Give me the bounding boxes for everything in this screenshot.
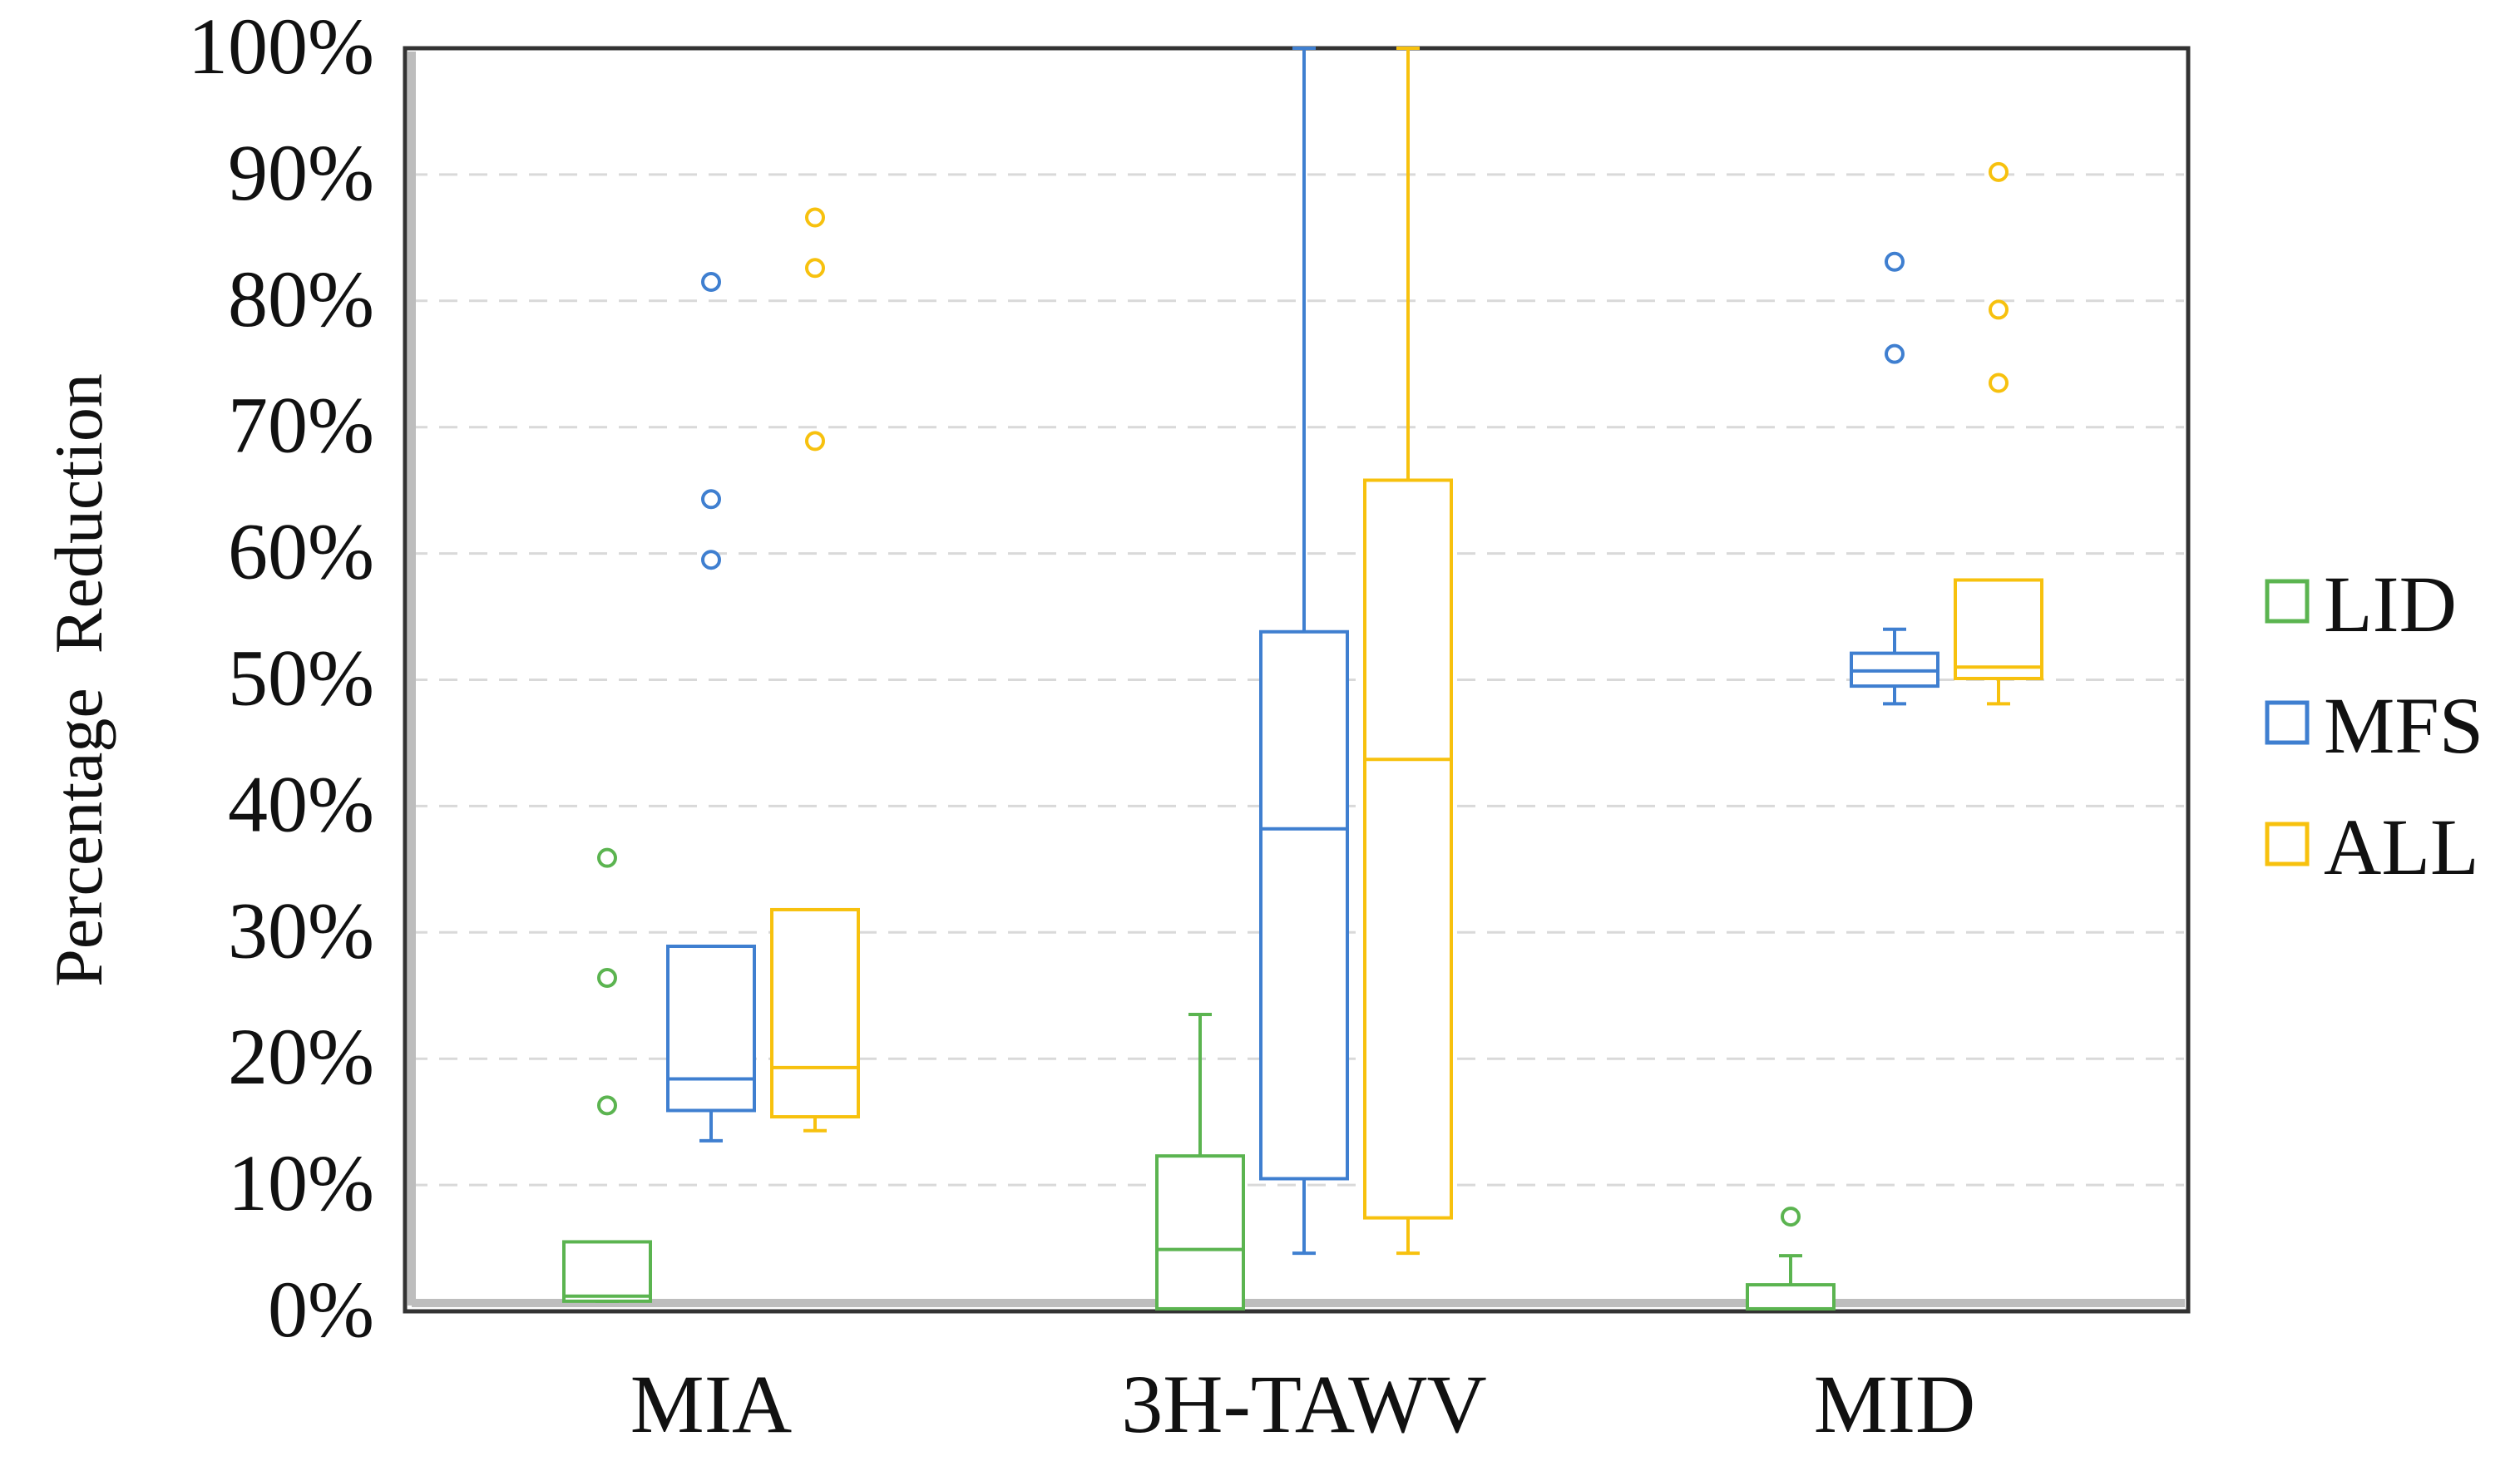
outlier-point [805, 207, 825, 228]
y-axis-ticks: 0% 10% 20% 30% 40% 50% 60% 70% 80% 90% 100% [188, 2, 374, 1354]
outlier-point [597, 847, 617, 868]
y-tick-label: 100% [188, 2, 374, 91]
outlier-point [1781, 1207, 1801, 1227]
box-lid-3h-tawv [1155, 1013, 1245, 1310]
box-iqr [666, 945, 756, 1113]
box-all-3h-tawv [1363, 47, 1453, 1256]
x-axis-ticks: MIA 3H-TAWV MID [630, 1358, 1975, 1450]
y-tick-label: 80% [228, 254, 374, 343]
legend-swatch-all [2265, 822, 2310, 866]
y-tick-label: 10% [228, 1138, 374, 1227]
box-iqr [1746, 1283, 1836, 1310]
box-mfs-mid [1850, 251, 1939, 706]
box-all-mid [1954, 161, 2043, 706]
boxes [562, 47, 2043, 1310]
box-iqr [1363, 478, 1453, 1220]
x-tick-label: 3H-TAWV [1121, 1358, 1486, 1450]
box-iqr [1954, 578, 2043, 680]
legend-swatch-lid [2265, 579, 2310, 624]
legend-swatch-mfs [2265, 700, 2310, 745]
outlier-point [701, 489, 721, 510]
y-tick-label: 70% [228, 381, 374, 470]
y-tick-label: 40% [228, 759, 374, 848]
x-tick-label: MIA [630, 1358, 792, 1450]
box-lid-mid [1746, 1207, 1836, 1310]
y-tick-label: 60% [228, 507, 374, 596]
legend-label-mfs: MFS [2324, 681, 2483, 770]
outlier-point [1989, 373, 2009, 393]
box-iqr [1155, 1154, 1245, 1310]
outlier-point [1989, 299, 2009, 320]
outlier-point [1885, 251, 1905, 272]
y-tick-label: 30% [228, 886, 374, 975]
box-iqr [1259, 629, 1349, 1181]
outlier-point [701, 550, 721, 570]
box-iqr [562, 1240, 652, 1303]
y-tick-label: 90% [228, 128, 374, 217]
x-tick-label: MID [1814, 1358, 1975, 1450]
outlier-point [597, 1095, 617, 1116]
box-mfs-mia [666, 272, 756, 1143]
y-tick-label: 0% [268, 1265, 374, 1354]
y-tick-label: 50% [228, 634, 374, 723]
y-tick-label: 20% [228, 1012, 374, 1101]
legend: LID MFS ALL [2265, 560, 2483, 891]
outlier-point [597, 967, 617, 988]
outlier-point [701, 272, 721, 293]
outlier-point [1885, 343, 1905, 364]
legend-label-all: ALL [2324, 802, 2479, 891]
y-axis-label: Percentage Reduction [41, 373, 116, 987]
box-iqr [770, 907, 860, 1119]
outlier-point [1989, 161, 2009, 182]
box-lid-mia [562, 847, 652, 1303]
legend-label-lid: LID [2324, 560, 2457, 649]
outlier-point [805, 258, 825, 279]
box-all-mia [770, 207, 860, 1133]
box-mfs-3h-tawv [1259, 47, 1349, 1256]
outlier-point [805, 431, 825, 452]
